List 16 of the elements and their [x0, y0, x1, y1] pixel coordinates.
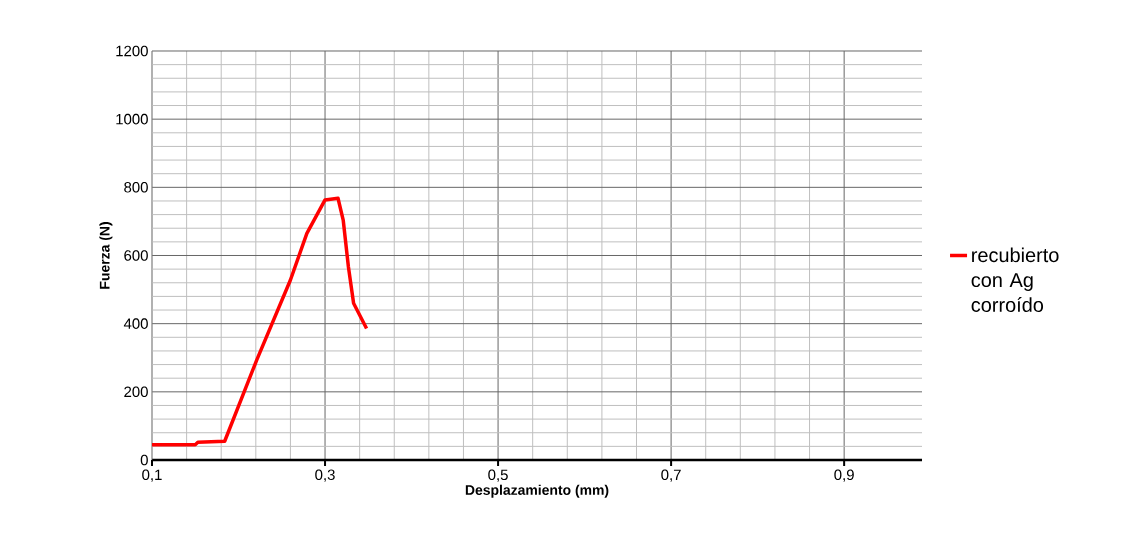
- y-tick-label: 400: [123, 318, 148, 329]
- y-tick-label: 1000: [116, 113, 148, 125]
- y-tick-label: 1200: [116, 45, 148, 57]
- y-axis-title: Fuerza (N): [99, 222, 113, 289]
- x-tick-label: 0,9: [834, 469, 854, 482]
- x-tick-label: 0,1: [142, 469, 162, 482]
- line-series: [152, 196, 369, 447]
- y-tick-label: 800: [124, 182, 148, 193]
- y-tick-label: 600: [124, 250, 148, 261]
- legend-label: recubierto con Ag corroído: [971, 247, 1059, 312]
- x-tick-label: 0,3: [315, 469, 335, 482]
- y-tick-label: 200: [124, 386, 148, 398]
- y-tick-label: 0: [140, 454, 148, 466]
- x-tick-label: 0,7: [661, 469, 681, 482]
- x-tick-label: 0,5: [488, 469, 508, 482]
- x-axis-title: Desplazamiento (mm): [465, 484, 609, 498]
